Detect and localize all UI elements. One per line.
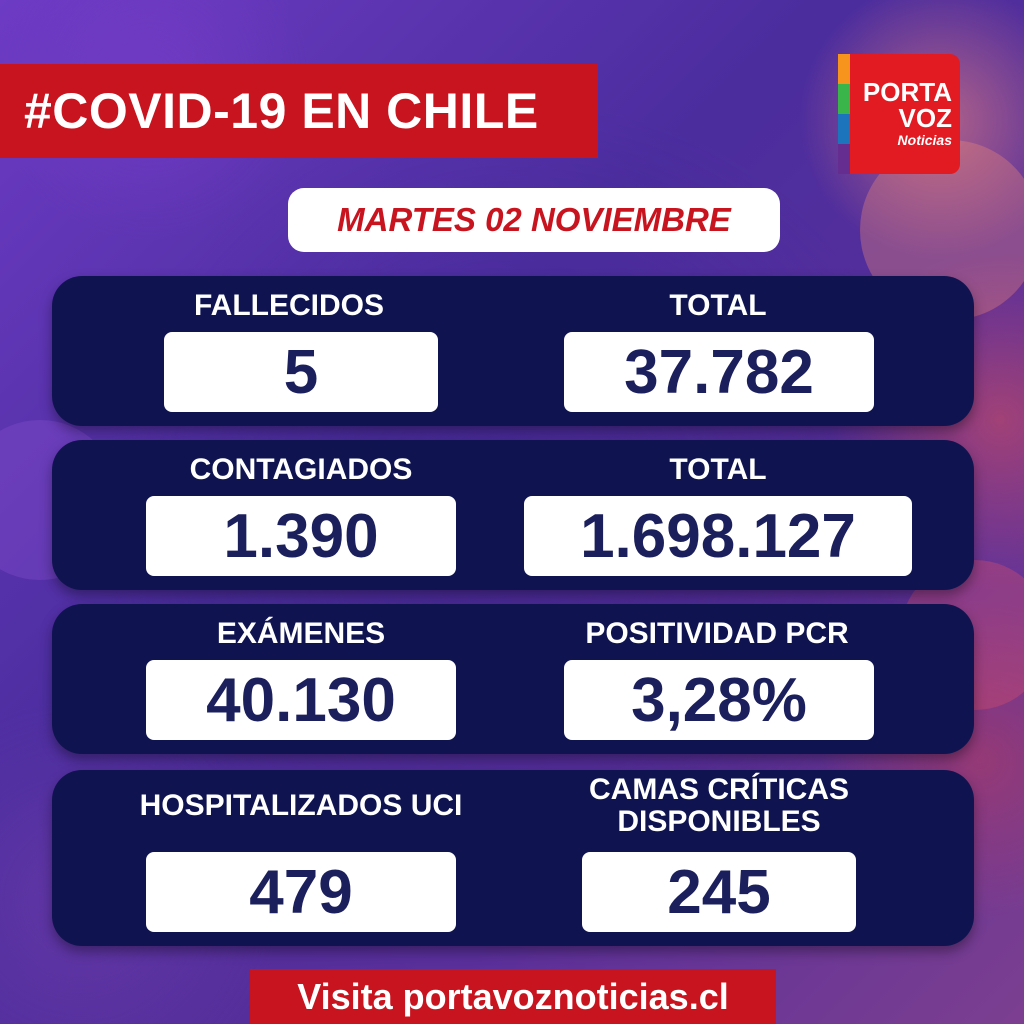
hospitalizados-value: 479 — [146, 852, 456, 932]
positividad-label: POSITIVIDAD PCR — [585, 617, 849, 650]
report-date: MARTES 02 NOVIEMBRE — [337, 201, 731, 238]
contagiados-value: 1.390 — [146, 496, 456, 576]
panel-contagiados: CONTAGIADOS 1.390 TOTAL 1.698.127 — [52, 440, 974, 590]
positividad-value: 3,28% — [564, 660, 874, 740]
contagiados-label: CONTAGIADOS — [189, 453, 413, 486]
logo-text-voz: VOZ — [898, 103, 952, 133]
camas-label-line2: DISPONIBLES — [617, 805, 821, 838]
footer-banner: Visita portavoznoticias.cl — [250, 969, 776, 1024]
logo-box: PORTA VOZ Noticias — [850, 54, 960, 174]
logo-stripe-orange — [838, 54, 850, 84]
camas-value: 245 — [582, 852, 856, 932]
panel-fallecidos: FALLECIDOS 5 TOTAL 37.782 — [52, 276, 974, 426]
date-pill: MARTES 02 NOVIEMBRE — [288, 188, 780, 252]
camas-label-line1: CAMAS CRÍTICAS — [589, 773, 849, 806]
logo-text-porta: PORTA — [862, 77, 952, 107]
fallecidos-value: 5 — [164, 332, 438, 412]
fallecidos-total-label: TOTAL — [669, 289, 767, 322]
fallecidos-label: FALLECIDOS — [193, 289, 384, 322]
fallecidos-total-value: 37.782 — [564, 332, 874, 412]
logo-text-noticias: Noticias — [897, 132, 952, 148]
logo-stripe-green — [838, 84, 850, 114]
title-banner: #COVID-19 EN CHILE — [0, 64, 598, 158]
contagiados-total-value: 1.698.127 — [524, 496, 912, 576]
portavoz-logo: PORTA VOZ Noticias — [838, 54, 960, 174]
hospitalizados-label: HOSPITALIZADOS UCI — [139, 789, 463, 822]
contagiados-total-label: TOTAL — [669, 453, 767, 486]
panel-hospitalizados: HOSPITALIZADOS UCI 479 CAMAS CRÍTICAS DI… — [52, 770, 974, 946]
camas-label: CAMAS CRÍTICAS DISPONIBLES — [560, 774, 878, 838]
examenes-value: 40.130 — [146, 660, 456, 740]
footer-link[interactable]: Visita portavoznoticias.cl — [297, 975, 729, 1017]
examenes-label: EXÁMENES — [216, 617, 386, 650]
page-title: #COVID-19 EN CHILE — [24, 83, 539, 139]
logo-stripe-purple — [838, 144, 850, 174]
logo-stripe-blue — [838, 114, 850, 144]
panel-examenes: EXÁMENES 40.130 POSITIVIDAD PCR 3,28% — [52, 604, 974, 754]
